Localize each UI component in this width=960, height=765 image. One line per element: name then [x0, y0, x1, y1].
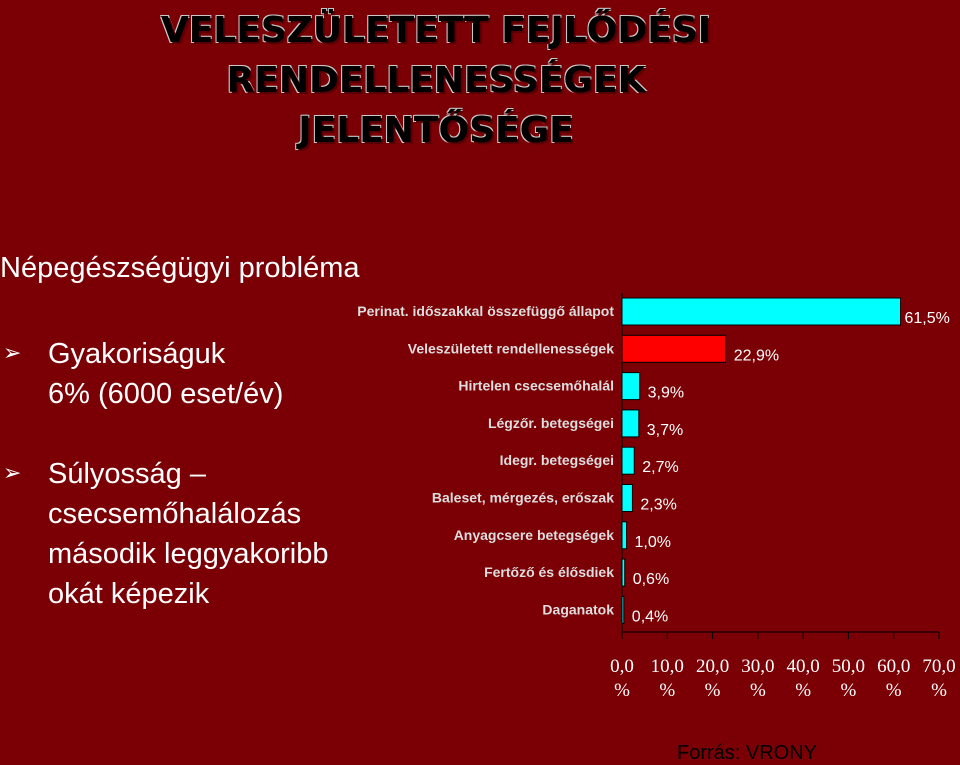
x-tick-label: 10,0%	[651, 656, 684, 701]
category-label: Idegr. betegségei	[500, 452, 614, 468]
bullet-line: Súlyosság –	[48, 458, 206, 490]
bullet-line: okát képezik	[48, 578, 210, 610]
x-tick-label: 0,0%	[610, 656, 634, 701]
data-label: 0,4%	[632, 608, 668, 625]
bullet-line: Gyakoriságuk	[48, 338, 226, 370]
data-label: 22,9%	[734, 347, 779, 364]
bar	[621, 446, 635, 475]
x-tick-label: 40,0%	[787, 656, 820, 701]
data-label: 3,9%	[648, 385, 684, 402]
data-label: 2,3%	[640, 497, 676, 514]
arrow-bullet-icon: ➢	[3, 341, 22, 366]
x-tick-label: 70,0%	[922, 656, 955, 701]
category-label: Fertőző és élősdiek	[484, 564, 614, 580]
title-line: RENDELLENESSÉGEK	[226, 60, 646, 101]
bullet-severity: ➢ Súlyosság – csecsemőhalálozás második …	[0, 454, 360, 614]
subtitle: Népegészségügyi probléma	[0, 252, 360, 284]
category-label: Hirtelen csecsemőhalál	[458, 378, 614, 394]
x-tick-label-line: 20,0	[696, 656, 729, 677]
category-label: Veleszületett rendellenességek	[408, 340, 614, 356]
x-tick-label-line: %	[614, 680, 630, 701]
bar	[621, 334, 727, 363]
x-tick-label-line: 40,0	[787, 656, 820, 677]
x-tick-label: 60,0%	[877, 656, 910, 701]
x-tick-label-line: 60,0	[877, 656, 910, 677]
data-label: 61,5%	[905, 310, 950, 327]
bullet-line: csecsemőhalálozás	[48, 498, 302, 530]
data-label: 2,7%	[642, 459, 678, 476]
source-note: Forrás: VRONY	[677, 742, 818, 764]
title-line: VELESZÜLETETT FEJLŐDÉSI	[160, 10, 712, 51]
category-label: Daganatok	[542, 601, 614, 617]
x-tick-label-line: 70,0	[922, 656, 955, 677]
bar	[621, 409, 640, 438]
x-tick-label: 20,0%	[696, 656, 729, 701]
x-tick-label-line: %	[886, 680, 902, 701]
category-label: Perinat. időszakkal összefüggő állapot	[357, 303, 614, 319]
x-tick-label-line: %	[931, 680, 947, 701]
x-tick-label-line: 10,0	[651, 656, 684, 677]
data-label: 1,0%	[635, 534, 671, 551]
x-tick-label-line: %	[750, 680, 766, 701]
bar	[621, 484, 633, 512]
bar	[621, 521, 628, 550]
category-label: Anyagcsere betegségek	[454, 527, 615, 543]
x-tick-label-line: %	[841, 680, 857, 701]
x-tick-label-line: %	[705, 680, 721, 701]
bullet-line: 6% (6000 eset/év)	[48, 378, 284, 410]
data-label: 0,6%	[633, 571, 669, 588]
x-tick-label-line: 50,0	[832, 656, 865, 677]
bullet-frequency: ➢ Gyakoriságuk 6% (6000 eset/év)	[0, 334, 360, 414]
bar	[621, 297, 902, 326]
x-tick-label-line: 30,0	[741, 656, 774, 677]
bullet-list: ➢ Gyakoriságuk 6% (6000 eset/év) ➢ Súlyo…	[0, 334, 360, 654]
title-line: JELENTŐSÉGE	[298, 110, 574, 151]
bullet-line: második leggyakoribb	[48, 538, 329, 570]
category-label: Baleset, mérgezés, erőszak	[432, 490, 614, 506]
x-tick-label: 30,0%	[741, 656, 774, 701]
x-tick-label-line: %	[659, 680, 675, 701]
category-label: Légzőr. betegségei	[488, 415, 614, 431]
x-tick-label-line: %	[795, 680, 811, 701]
data-label: 3,7%	[647, 422, 683, 439]
arrow-bullet-icon: ➢	[3, 461, 22, 486]
slide-title: VELESZÜLETETT FEJLŐDÉSI RENDELLENESSÉGEK…	[0, 6, 872, 156]
x-tick-label: 50,0%	[832, 656, 865, 701]
bar	[621, 372, 641, 401]
x-tick-label-line: 0,0	[610, 656, 634, 677]
